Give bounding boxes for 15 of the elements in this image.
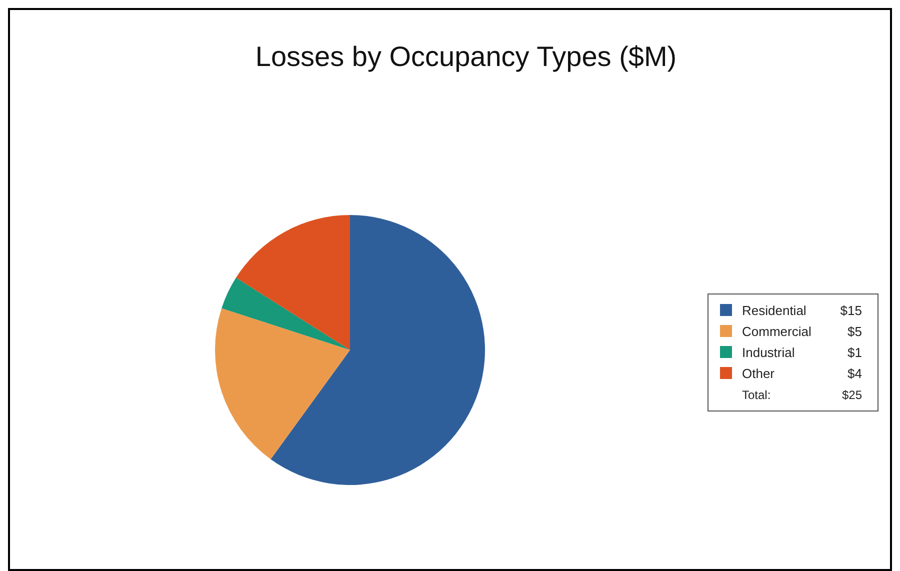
data-label: $15 bbox=[840, 303, 862, 318]
pie-slice bbox=[270, 215, 485, 485]
data-label: $5 bbox=[848, 324, 862, 339]
text: Total: bbox=[742, 388, 771, 402]
legend-label: Residential bbox=[742, 303, 806, 318]
chart-title: Losses by Occupancy Types ($M) bbox=[255, 41, 677, 72]
data-label: $4 bbox=[848, 366, 862, 381]
pie-slice bbox=[215, 308, 350, 460]
pie-slice bbox=[236, 215, 350, 350]
text: $25 bbox=[842, 388, 862, 402]
legend-label: Commercial bbox=[742, 324, 812, 339]
legend-label: Other bbox=[742, 366, 776, 381]
data-label: $1 bbox=[848, 345, 862, 360]
pie-slice bbox=[222, 278, 350, 350]
legend-label: Industrial bbox=[742, 345, 795, 360]
